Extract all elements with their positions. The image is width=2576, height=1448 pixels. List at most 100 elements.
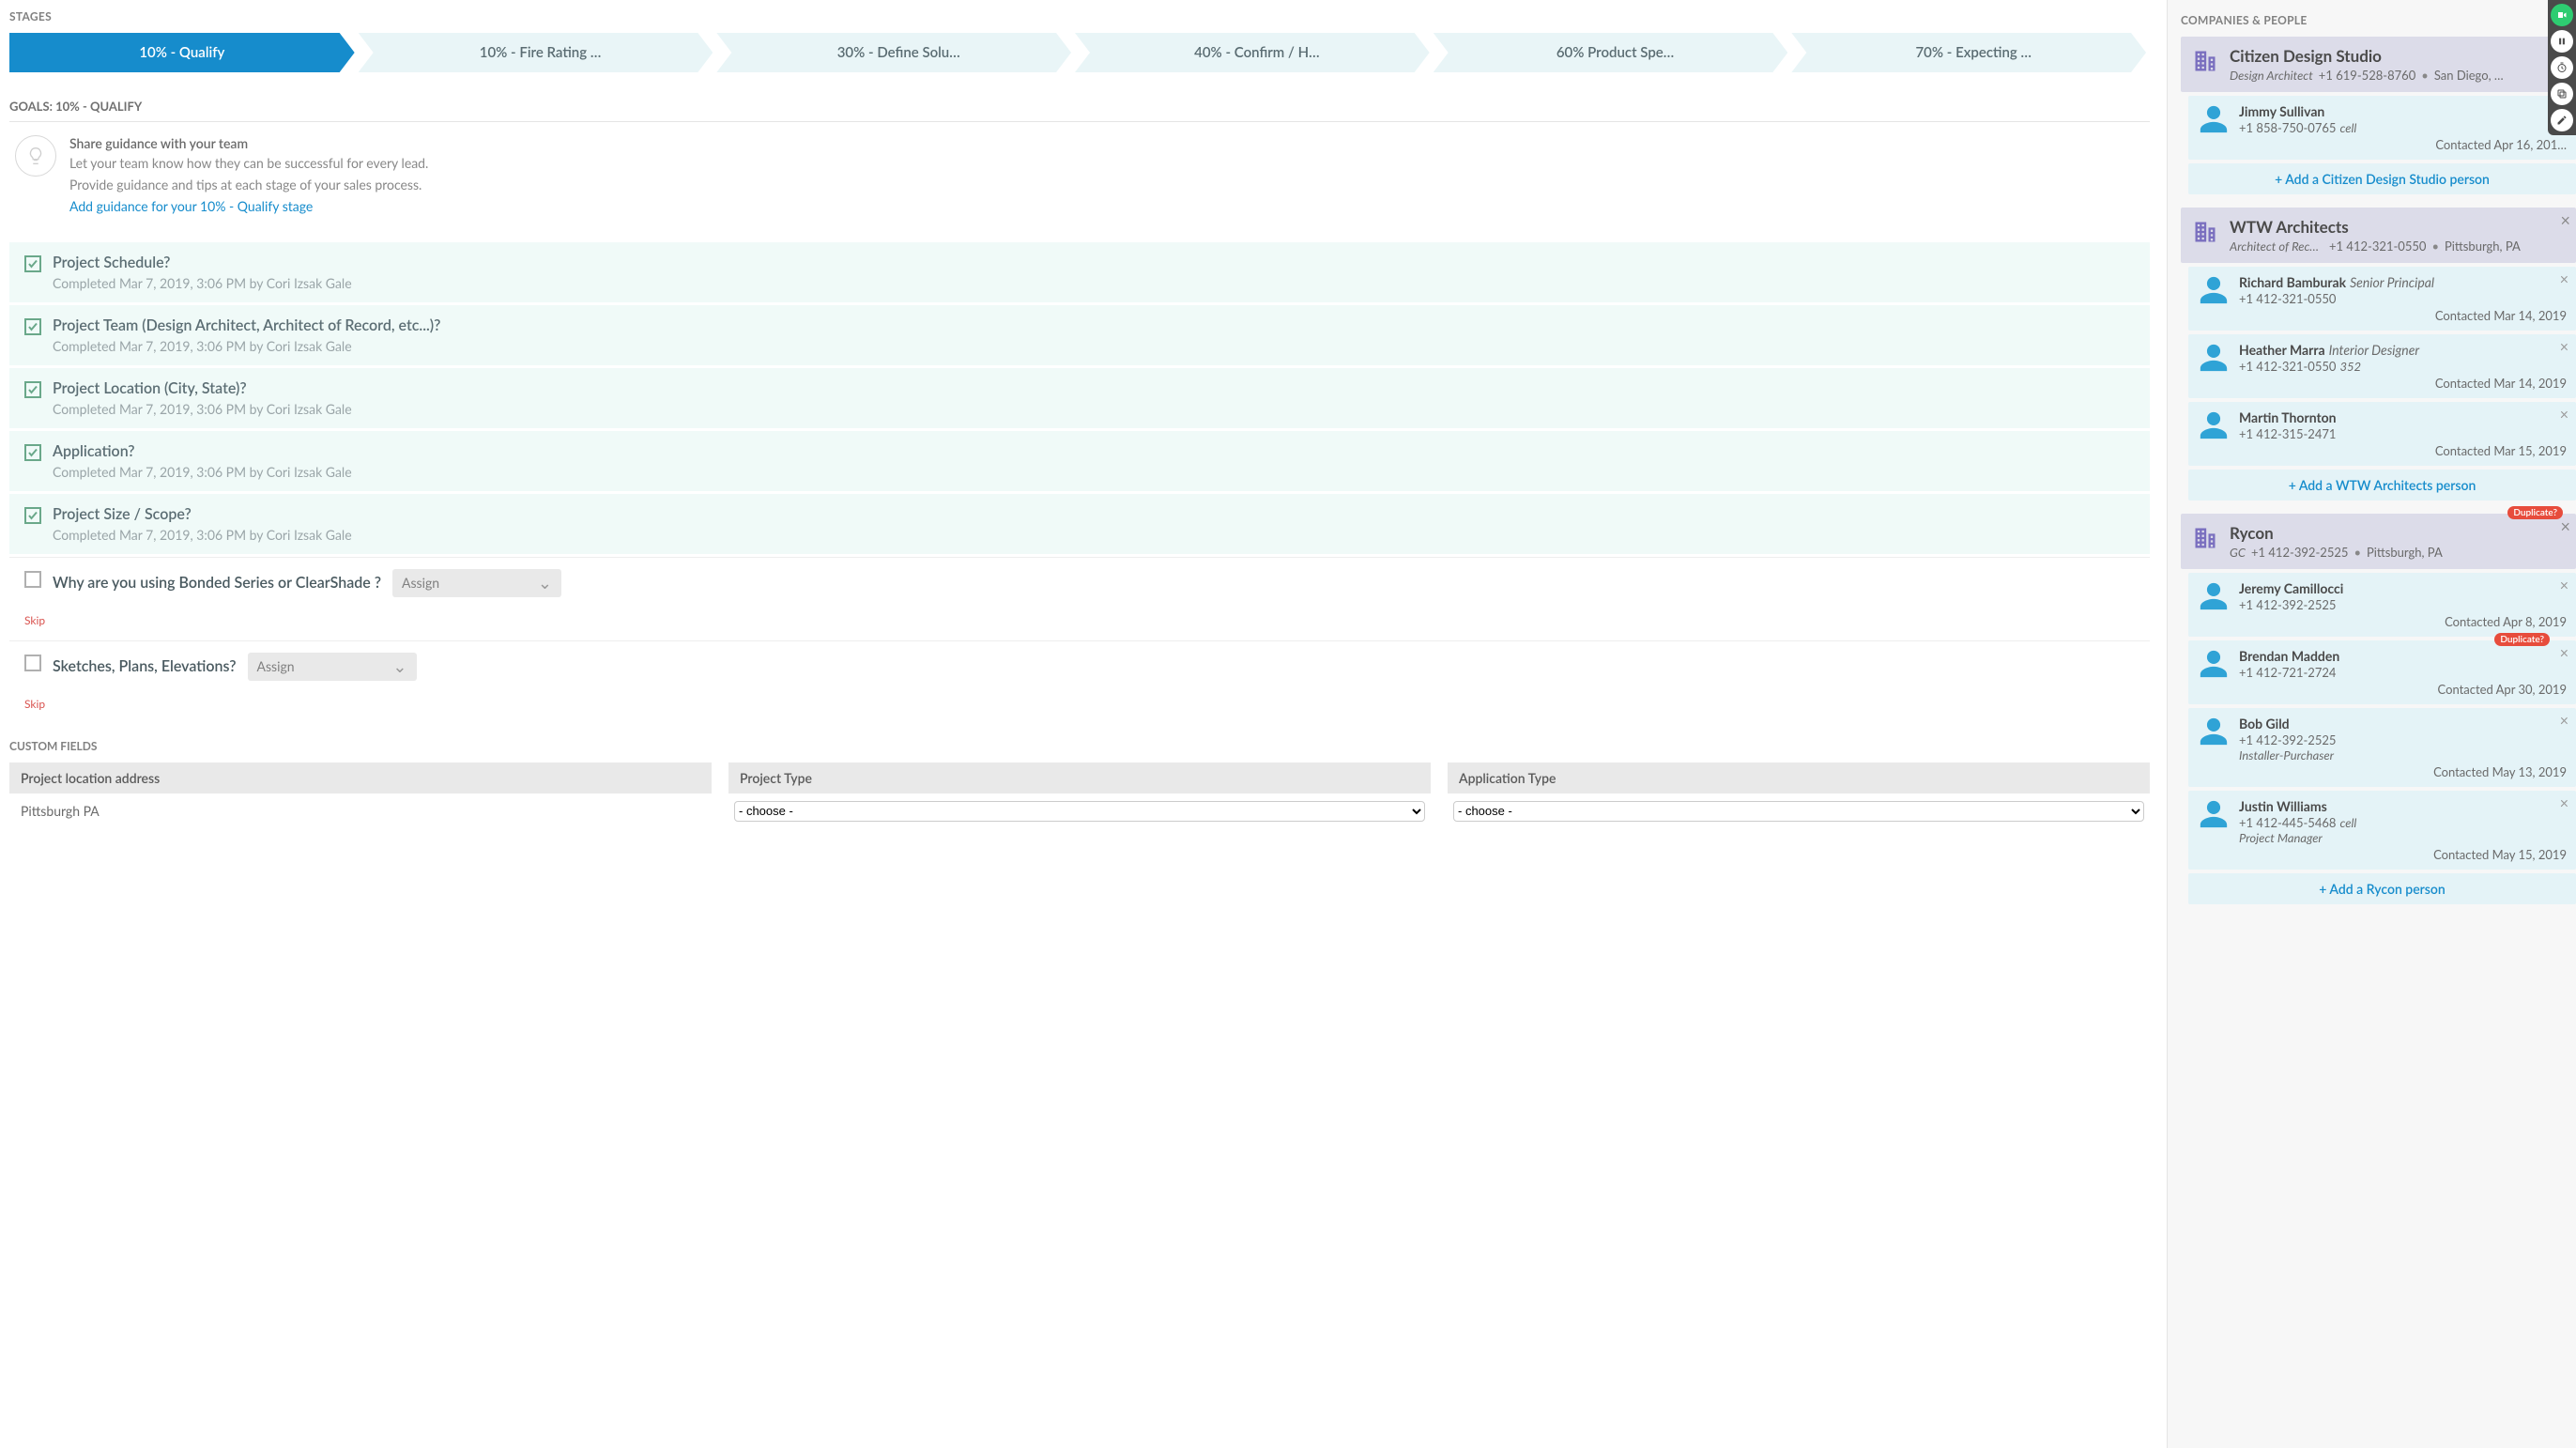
add-person-button[interactable]: + Add a Rycon person <box>2188 873 2576 904</box>
goal-title: Project Schedule? <box>53 254 2135 271</box>
guidance-link[interactable]: Add guidance for your 10% - Qualify stag… <box>69 198 428 214</box>
person-icon <box>2198 274 2230 306</box>
goal-meta: Completed Mar 7, 2019, 3:06 PM by Cori I… <box>53 527 2135 543</box>
close-icon[interactable]: × <box>2561 517 2570 534</box>
close-icon[interactable]: × <box>2560 408 2568 423</box>
company-header[interactable]: Citizen Design StudioDesign Architect+1 … <box>2181 37 2576 92</box>
goal-item[interactable]: Application?Completed Mar 7, 2019, 3:06 … <box>9 431 2150 491</box>
person-card[interactable]: ×Heather MarraInterior Designer+1 412-32… <box>2188 334 2576 398</box>
person-card[interactable]: Jimmy Sullivan+1 858-750-0765cellContact… <box>2188 96 2576 160</box>
goal-title: Sketches, Plans, Elevations? <box>53 657 237 675</box>
person-phone: +1 412-445-5468cell <box>2239 815 2567 830</box>
checkbox-empty-icon[interactable] <box>24 571 41 588</box>
checkbox-empty-icon[interactable] <box>24 655 41 671</box>
person-card[interactable]: ×Jeremy Camillocci+1 412-392-2525Contact… <box>2188 573 2576 637</box>
custom-field-select[interactable]: - choose - <box>734 801 1425 822</box>
close-icon[interactable]: × <box>2560 796 2568 811</box>
guidance-block: Share guidance with your team Let your t… <box>9 135 2150 214</box>
custom-field-value[interactable]: Pittsburgh PA <box>9 797 712 824</box>
person-card[interactable]: Duplicate?×Brendan Madden+1 412-721-2724… <box>2188 640 2576 704</box>
guidance-body-1: Let your team know how they can be succe… <box>69 155 428 173</box>
close-icon[interactable]: × <box>2560 272 2568 287</box>
close-icon[interactable]: × <box>2560 646 2568 661</box>
main-panel: STAGES 10% - Qualify10% - Fire Rating …3… <box>0 0 2168 1448</box>
guidance-text: Share guidance with your team Let your t… <box>69 135 428 214</box>
close-icon[interactable]: × <box>2561 211 2570 228</box>
person-contacted: Contacted Mar 14, 2019 <box>2239 308 2567 323</box>
checkbox-checked-icon[interactable] <box>24 444 41 461</box>
custom-field-label: Application Type <box>1448 763 2150 793</box>
record-icon[interactable] <box>2551 4 2573 26</box>
guidance-title: Share guidance with your team <box>69 135 428 151</box>
close-icon[interactable]: × <box>2560 714 2568 729</box>
copy-icon[interactable] <box>2551 83 2573 105</box>
goal-title: Project Location (City, State)? <box>53 379 2135 397</box>
sidebar: COMPANIES & PEOPLE Citizen Design Studio… <box>2168 0 2576 1448</box>
skip-link[interactable]: Skip <box>24 613 45 627</box>
stage-tab[interactable]: 10% - Qualify <box>9 33 355 72</box>
building-icon <box>2192 219 2218 245</box>
stage-tab[interactable]: 30% - Define Solu… <box>716 33 1071 72</box>
stage-tab[interactable]: 40% - Confirm / H… <box>1075 33 1430 72</box>
person-phone: +1 412-721-2724 <box>2239 665 2567 680</box>
company-card: Citizen Design StudioDesign Architect+1 … <box>2181 37 2576 194</box>
timer-icon[interactable] <box>2551 56 2573 79</box>
goal-title: Project Size / Scope? <box>53 505 2135 523</box>
assign-select[interactable]: Assign <box>248 653 417 681</box>
person-name: Jimmy Sullivan <box>2239 103 2567 119</box>
checkbox-checked-icon[interactable] <box>24 255 41 272</box>
checkbox-checked-icon[interactable] <box>24 318 41 335</box>
stage-tab[interactable]: 10% - Fire Rating … <box>359 33 713 72</box>
goal-item[interactable]: Project Size / Scope? Completed Mar 7, 20… <box>9 494 2150 554</box>
lightbulb-icon <box>15 135 56 177</box>
goal-item[interactable]: Project Team (Design Architect, Architec… <box>9 305 2150 365</box>
custom-field-label: Project Type <box>728 763 1431 793</box>
stage-pipeline: 10% - Qualify10% - Fire Rating …30% - De… <box>9 33 2150 72</box>
skip-link[interactable]: Skip <box>24 697 45 711</box>
person-phone: +1 412-392-2525 <box>2239 597 2567 612</box>
person-phone: +1 858-750-0765cell <box>2239 120 2567 135</box>
duplicate-badge[interactable]: Duplicate? <box>2494 633 2550 646</box>
stage-tab[interactable]: 70% - Expecting … <box>1791 33 2146 72</box>
goal-item[interactable]: Project Location (City, State)?Completed… <box>9 368 2150 428</box>
person-name: Brendan Madden <box>2239 648 2567 664</box>
stages-label: STAGES <box>9 9 2150 23</box>
pause-icon[interactable] <box>2551 30 2573 53</box>
goal-title: Why are you using Bonded Series or Clear… <box>53 574 381 592</box>
company-name: Citizen Design Studio <box>2230 46 2565 66</box>
goal-item[interactable]: Project Schedule?Completed Mar 7, 2019, … <box>9 242 2150 302</box>
person-name: Bob Gild <box>2239 716 2567 732</box>
assign-select[interactable]: Assign <box>392 569 561 597</box>
person-icon <box>2198 103 2230 135</box>
person-name: Heather MarraInterior Designer <box>2239 342 2567 358</box>
person-card[interactable]: ×Justin Williams+1 412-445-5468cellProje… <box>2188 791 2576 870</box>
custom-fields-label: CUSTOM FIELDS <box>9 739 2150 753</box>
person-contacted: Contacted Apr 8, 2019 <box>2239 614 2567 629</box>
person-name: Richard BamburakSenior Principal <box>2239 274 2567 290</box>
person-icon <box>2198 580 2230 612</box>
checkbox-checked-icon[interactable] <box>24 381 41 398</box>
company-header[interactable]: Duplicate?×RyconGC+1 412-392-2525•Pittsb… <box>2181 514 2576 569</box>
person-card[interactable]: ×Richard BamburakSenior Principal+1 412-… <box>2188 267 2576 331</box>
stage-tab[interactable]: 60% Product Spe… <box>1434 33 1788 72</box>
custom-field-label: Project location address <box>9 763 712 793</box>
company-header[interactable]: ×WTW ArchitectsArchitect of Reco…+1 412-… <box>2181 208 2576 263</box>
person-card[interactable]: ×Bob Gild+1 412-392-2525Installer-Purcha… <box>2188 708 2576 787</box>
goal-title: Application? <box>53 442 2135 460</box>
custom-field: Project Type - choose - <box>728 763 1431 825</box>
company-card: Duplicate?×RyconGC+1 412-392-2525•Pittsb… <box>2181 514 2576 904</box>
person-phone: +1 412-392-2525 <box>2239 732 2567 747</box>
close-icon[interactable]: × <box>2560 578 2568 593</box>
add-person-button[interactable]: + Add a Citizen Design Studio person <box>2188 163 2576 194</box>
person-card[interactable]: ×Martin Thornton+1 412-315-2471Contacted… <box>2188 402 2576 466</box>
checkbox-checked-icon[interactable] <box>24 507 41 524</box>
company-meta: Architect of Reco…+1 412-321-0550•Pittsb… <box>2230 239 2565 254</box>
custom-field-select[interactable]: - choose - <box>1453 801 2144 822</box>
duplicate-badge[interactable]: Duplicate? <box>2507 506 2563 519</box>
person-icon <box>2198 798 2230 830</box>
person-contacted: Contacted May 15, 2019 <box>2239 847 2567 862</box>
close-icon[interactable]: × <box>2560 340 2568 355</box>
edit-icon[interactable] <box>2551 109 2573 131</box>
goal-title: Project Team (Design Architect, Architec… <box>53 316 2135 334</box>
add-person-button[interactable]: + Add a WTW Architects person <box>2188 470 2576 501</box>
